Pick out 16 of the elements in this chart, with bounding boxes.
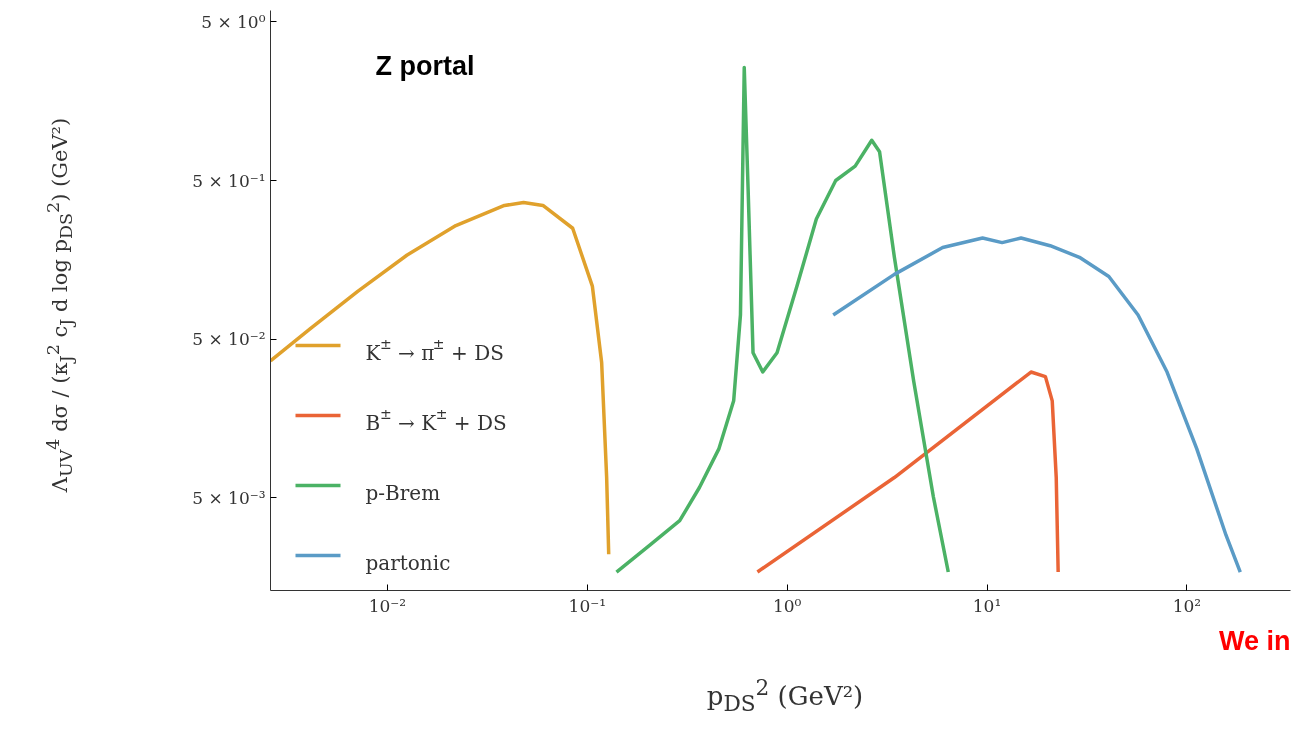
legend-label: partonic xyxy=(365,550,451,575)
x-tick-label: 10¹ xyxy=(972,595,1002,616)
x-axis-title: p$_{DS}$$^{2}$ (GeV²) xyxy=(706,674,864,718)
x-tick-label: 10⁻² xyxy=(368,595,407,616)
x-tick-label: 10² xyxy=(1172,595,1202,616)
legend-label: B± → K± + DS xyxy=(365,405,507,435)
y-tick-label: 5 × 10⁰ xyxy=(201,11,266,32)
legend-label: p-Brem xyxy=(365,480,441,505)
y-tick-label: 5 × 10⁻¹ xyxy=(192,170,266,191)
legend-label: K± → π± + DS xyxy=(365,335,504,365)
x-tick-label: 10⁰ xyxy=(772,595,802,616)
y-tick-label: 5 × 10⁻³ xyxy=(192,487,266,508)
y-tick-label: 5 × 10⁻² xyxy=(192,329,266,350)
text: We in xyxy=(1218,625,1291,656)
x-tick-label: 10⁻¹ xyxy=(568,595,606,616)
annotation: Z portal xyxy=(375,50,475,81)
